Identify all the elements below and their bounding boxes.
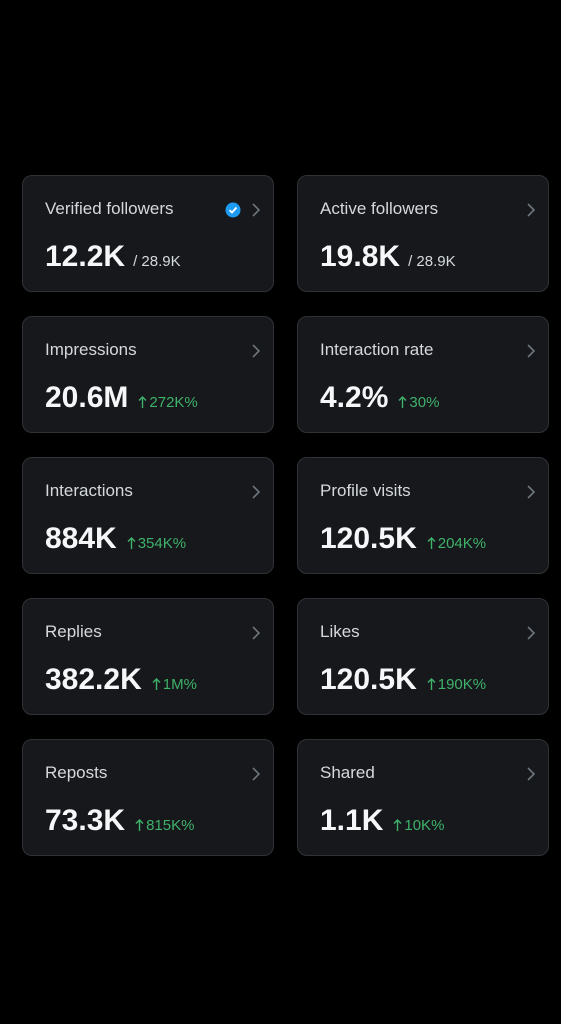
- stat-change: 272K%: [149, 394, 198, 411]
- value-row: 120.5K 204K%: [320, 522, 486, 556]
- value-row: 1.1K 10K%: [320, 804, 444, 838]
- stat-card[interactable]: Impressions 20.6M 272K%: [22, 316, 274, 433]
- stat-total: / 28.9K: [408, 253, 456, 270]
- stat-card[interactable]: Verified followers 12.2K / 28.9K: [22, 175, 274, 292]
- up-arrow: [393, 819, 402, 831]
- chevron: [252, 344, 261, 358]
- stat-label: Impressions: [45, 340, 137, 359]
- stat-value: 120.5K: [320, 663, 417, 696]
- value-row: 12.2K / 28.9K: [45, 240, 181, 274]
- up-arrow: [398, 396, 407, 408]
- stat-card[interactable]: Shared 1.1K 10K%: [297, 739, 549, 856]
- up-arrow: [427, 678, 436, 690]
- stat-label: Interactions: [45, 481, 133, 500]
- verified-badge: [225, 202, 241, 218]
- value-row: 4.2% 30%: [320, 381, 439, 415]
- value-row: 120.5K 190K%: [320, 663, 486, 697]
- stat-card[interactable]: Likes 120.5K 190K%: [297, 598, 549, 715]
- value-row: 19.8K / 28.9K: [320, 240, 456, 274]
- up-arrow: [152, 678, 161, 690]
- up-arrow: [138, 396, 147, 408]
- value-row: 382.2K 1M%: [45, 663, 197, 697]
- stat-label: Profile visits: [320, 481, 411, 500]
- stat-value: 73.3K: [45, 804, 126, 837]
- stat-change: 10K%: [404, 817, 445, 834]
- value-row: 884K 354K%: [45, 522, 186, 556]
- stat-value: 382.2K: [45, 663, 142, 696]
- stat-change: 815K%: [146, 817, 195, 834]
- stat-card[interactable]: Profile visits 120.5K 204K%: [297, 457, 549, 574]
- stat-change: 204K%: [437, 535, 487, 552]
- stat-card[interactable]: Active followers 19.8K / 28.9K: [297, 175, 549, 292]
- stat-card[interactable]: Interactions 884K 354K%: [22, 457, 274, 574]
- stat-value: 12.2K: [45, 240, 126, 273]
- stat-value: 120.5K: [320, 522, 417, 555]
- stat-label: Active followers: [320, 199, 439, 218]
- stat-change: 30%: [409, 394, 440, 411]
- stat-label: Replies: [45, 622, 102, 641]
- value-row: 73.3K 815K%: [45, 804, 194, 838]
- stat-change: 1M%: [162, 676, 197, 693]
- chevron: [252, 203, 261, 217]
- stat-card[interactable]: Interaction rate 4.2% 30%: [297, 316, 549, 433]
- chevron: [527, 767, 536, 781]
- stat-change: 354K%: [137, 535, 187, 552]
- chevron: [527, 485, 536, 499]
- stat-label: Shared: [320, 763, 375, 782]
- up-arrow: [127, 537, 136, 549]
- stat-label: Reposts: [45, 763, 108, 782]
- stat-value: 4.2%: [320, 381, 389, 414]
- stat-change: 190K%: [437, 676, 487, 693]
- chevron: [252, 767, 261, 781]
- stat-total: / 28.9K: [133, 253, 181, 270]
- stat-label: Likes: [320, 622, 360, 641]
- chevron: [527, 203, 536, 217]
- chevron: [252, 485, 261, 499]
- chevron: [252, 626, 261, 640]
- value-row: 20.6M 272K%: [45, 381, 198, 415]
- stat-label: Interaction rate: [320, 340, 434, 359]
- chevron: [527, 626, 536, 640]
- chevron: [527, 344, 536, 358]
- up-arrow: [135, 819, 144, 831]
- up-arrow: [427, 537, 436, 549]
- stat-label: Verified followers: [45, 199, 174, 218]
- stat-card[interactable]: Reposts 73.3K 815K%: [22, 739, 274, 856]
- stat-value: 19.8K: [320, 240, 401, 273]
- stat-card[interactable]: Replies 382.2K 1M%: [22, 598, 274, 715]
- stat-value: 1.1K: [320, 804, 384, 837]
- stat-value: 20.6M: [45, 381, 129, 414]
- stat-value: 884K: [45, 522, 117, 555]
